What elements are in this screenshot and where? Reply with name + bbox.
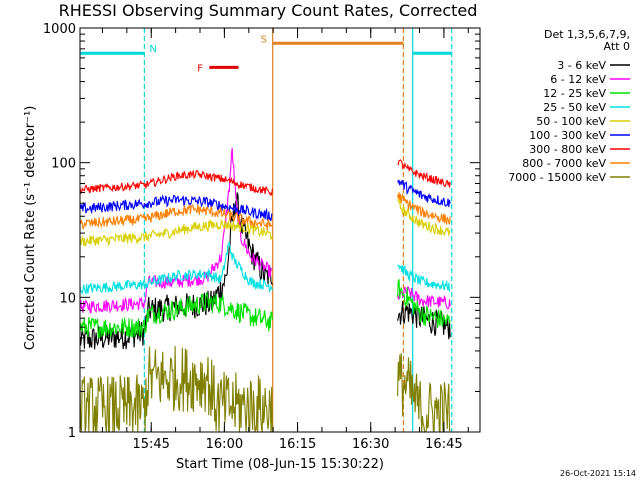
flag-label-s: S bbox=[261, 34, 267, 45]
flag-layer: N S F bbox=[80, 34, 452, 74]
series-line-6 bbox=[79, 169, 273, 197]
legend-header: Att 0 bbox=[604, 40, 630, 53]
legend-label: 50 - 100 keV bbox=[536, 115, 606, 128]
boundary-layer bbox=[143, 28, 453, 432]
chart-title: RHESSI Observing Summary Count Rates, Co… bbox=[59, 1, 478, 20]
plot-frame bbox=[79, 27, 481, 433]
y-tick-label: 100 bbox=[51, 157, 76, 172]
axes-layer: 1 10 100 1000 15:45 16:00 16:15 16:30 16:45 bbox=[43, 22, 481, 452]
legend-label: 6 - 12 keV bbox=[550, 73, 606, 86]
x-tick-label: 15:45 bbox=[132, 437, 169, 452]
legend-label: 800 - 7000 keV bbox=[522, 157, 606, 170]
legend-header: Det 1,3,5,6,7,9, bbox=[544, 28, 630, 41]
series-line-3 bbox=[397, 264, 451, 293]
y-tick-label: 10 bbox=[59, 291, 76, 306]
x-tick-label: 16:15 bbox=[279, 437, 316, 452]
series-line-2 bbox=[397, 279, 451, 328]
series-line-7 bbox=[397, 192, 451, 225]
flag-label-n: N bbox=[149, 44, 156, 55]
series-line-4 bbox=[79, 218, 273, 247]
x-tick-label: 16:45 bbox=[425, 437, 462, 452]
series-line-7 bbox=[79, 203, 273, 231]
y-axis-label: Corrected Count Rate (s⁻¹ detector⁻¹) bbox=[23, 106, 38, 351]
series-line-2 bbox=[79, 292, 273, 339]
legend-label: 7000 - 15000 keV bbox=[508, 171, 606, 184]
y-tick-label: 1000 bbox=[43, 22, 76, 37]
series-line-4 bbox=[397, 198, 451, 237]
series-line-8 bbox=[79, 346, 273, 433]
x-tick-label: 16:30 bbox=[352, 437, 389, 452]
legend-label: 300 - 800 keV bbox=[529, 143, 606, 156]
series-line-8 bbox=[397, 352, 451, 433]
legend-label: 12 - 25 keV bbox=[543, 87, 606, 100]
x-axis-label: Start Time (08-Jun-15 15:30:22) bbox=[176, 457, 384, 472]
series-line-0 bbox=[397, 301, 451, 340]
series-line-5 bbox=[79, 194, 273, 222]
legend-label: 25 - 50 keV bbox=[543, 101, 606, 114]
series-line-6 bbox=[397, 159, 451, 188]
flag-label-f: F bbox=[197, 63, 203, 74]
series-line-5 bbox=[397, 179, 451, 208]
series-line-0 bbox=[79, 192, 273, 350]
x-tick-label: 16:00 bbox=[206, 437, 243, 452]
legend-label: 3 - 6 keV bbox=[557, 59, 606, 72]
series-layer bbox=[79, 148, 451, 433]
y-tick-label: 1 bbox=[68, 426, 76, 441]
series-line-3 bbox=[79, 241, 273, 296]
timestamp-footer: 26-Oct-2021 15:14 bbox=[560, 469, 636, 478]
legend-label: 100 - 300 keV bbox=[529, 129, 606, 142]
